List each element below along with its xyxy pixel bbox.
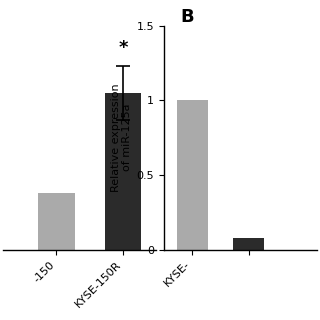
Bar	[105, 93, 141, 250]
Bar	[38, 193, 75, 250]
Y-axis label: Relative expression
of miR-125a: Relative expression of miR-125a	[111, 83, 132, 192]
Text: B: B	[180, 8, 194, 26]
Bar	[233, 238, 264, 250]
Bar	[177, 100, 208, 250]
Text: *: *	[118, 39, 128, 57]
